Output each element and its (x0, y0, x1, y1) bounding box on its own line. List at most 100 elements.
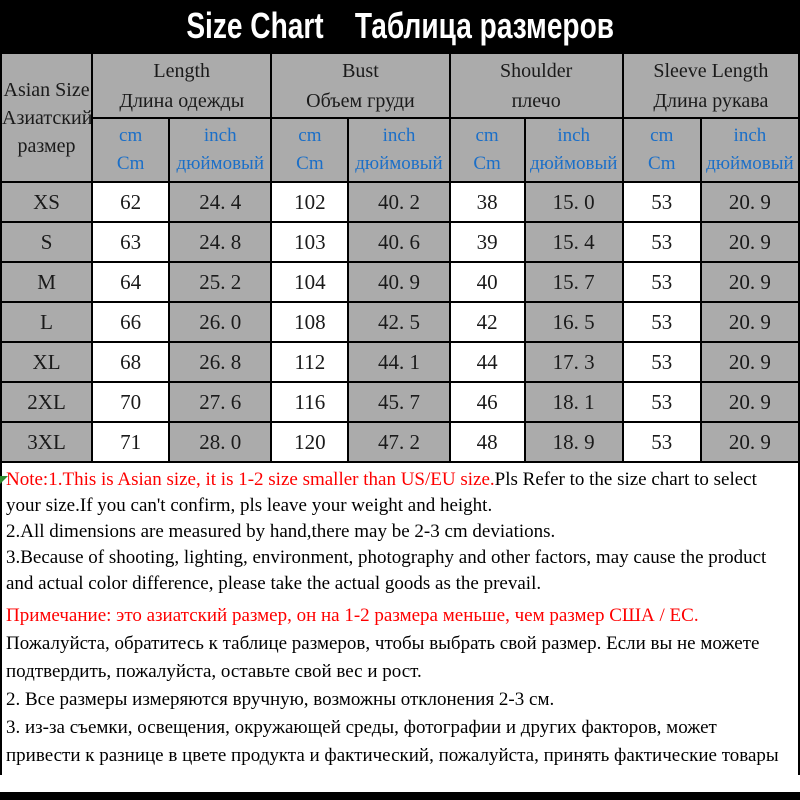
page-title: Size Chart Таблица размеров (186, 5, 614, 46)
note-black-text: 3.Because of shooting, lighting, environ… (6, 547, 767, 594)
note-black-text: Pls Refer to the size chart to select yo… (6, 469, 757, 516)
value-cell: 40. 2 (347, 181, 451, 223)
label-cm-ru: Cm (473, 153, 501, 174)
label-cm: cm (298, 124, 322, 146)
value-cell: 47. 2 (347, 421, 451, 463)
value-cell: 53 (621, 181, 702, 223)
value-cell: 42 (448, 301, 526, 343)
label-inch-ru: дюймовый (529, 153, 618, 174)
value-cell: 103 (270, 221, 350, 263)
label-inch-ru: дюймовый (355, 153, 443, 174)
table-row: L 66 26. 0 108 42. 5 42 16. 5 53 20. 9 (0, 301, 800, 343)
label-ru: Длина рукава (653, 89, 769, 112)
label-en: Length (153, 59, 211, 82)
bottom-bar (0, 792, 800, 800)
group-header-row: Asian Size Азиатский размер Length Длина… (0, 52, 800, 183)
note-line-en-2: 2.All dimensions are measured by hand,th… (6, 519, 792, 545)
unit-header-cm: cm Cm (448, 117, 526, 183)
value-cell: 25. 2 (168, 261, 273, 303)
value-cell: 27. 6 (168, 381, 273, 423)
value-cell: 40. 6 (347, 221, 451, 263)
table-row: XS 62 24. 4 102 40. 2 38 15. 0 53 20. 9 (0, 181, 800, 223)
value-cell: 18. 1 (523, 381, 624, 423)
label-inch: inch (733, 124, 767, 146)
value-cell: 104 (270, 261, 350, 303)
value-cell: 53 (621, 341, 702, 383)
note-line-ru-2: 2. Все размеры измеряются вручную, возмо… (6, 686, 792, 714)
label-inch: inch (382, 124, 416, 146)
value-cell: 26. 0 (168, 301, 273, 343)
unit-header-cm: cm Cm (621, 117, 702, 183)
table-row: S 63 24. 8 103 40. 6 39 15. 4 53 20. 9 (0, 221, 800, 263)
value-cell: 44. 1 (347, 341, 451, 383)
column-header-length: Length Длина одежды (91, 52, 273, 119)
size-cell: L (0, 301, 94, 343)
value-cell: 64 (91, 261, 171, 303)
value-cell: 48 (448, 421, 526, 463)
value-cell: 53 (621, 421, 702, 463)
value-cell: 45. 7 (347, 381, 451, 423)
unit-header-cm: cm Cm (91, 117, 171, 183)
value-cell: 53 (621, 261, 702, 303)
label-en: Asian Size (3, 78, 90, 101)
note-black-text: 3. из-за съемки, освещения, окружающей с… (6, 717, 779, 775)
value-cell: 28. 0 (168, 421, 273, 463)
table-row: M 64 25. 2 104 40. 9 40 15. 7 53 20. 9 (0, 261, 800, 303)
value-cell: 20. 9 (699, 341, 800, 383)
label-ru: Длина одежды (119, 89, 245, 112)
note-line-en-1: Note:1.This is Asian size, it is 1-2 siz… (6, 467, 792, 519)
unit-header-inch: inch дюймовый (699, 117, 800, 183)
label-inch: inch (557, 124, 591, 146)
label-ru: Азиатский размер (2, 106, 93, 157)
value-cell: 17. 3 (523, 341, 624, 383)
title-bar: Size Chart Таблица размеров (0, 0, 800, 52)
value-cell: 40 (448, 261, 526, 303)
value-cell: 24. 4 (168, 181, 273, 223)
value-cell: 53 (621, 301, 702, 343)
value-cell: 44 (448, 341, 526, 383)
size-cell: M (0, 261, 94, 303)
value-cell: 20. 9 (699, 381, 800, 423)
column-header-sleeve-length: Sleeve Length Длина рукава (621, 52, 800, 119)
value-cell: 66 (91, 301, 171, 343)
value-cell: 26. 8 (168, 341, 273, 383)
size-cell: XL (0, 341, 94, 383)
table-row: 2XL 70 27. 6 116 45. 7 46 18. 1 53 20. 9 (0, 381, 800, 423)
unit-header-inch: inch дюймовый (168, 117, 273, 183)
table-row: 3XL 71 28. 0 120 47. 2 48 18. 9 53 20. 9 (0, 421, 800, 463)
label-inch: inch (203, 124, 237, 146)
green-corner-marker (0, 476, 8, 484)
value-cell: 24. 8 (168, 221, 273, 263)
value-cell: 53 (621, 221, 702, 263)
value-cell: 62 (91, 181, 171, 223)
value-cell: 15. 0 (523, 181, 624, 223)
value-cell: 63 (91, 221, 171, 263)
value-cell: 108 (270, 301, 350, 343)
value-cell: 112 (270, 341, 350, 383)
value-cell: 20. 9 (699, 261, 800, 303)
value-cell: 18. 9 (523, 421, 624, 463)
label-cm: cm (475, 124, 499, 146)
label-inch-ru: дюймовый (176, 153, 264, 174)
size-cell: 3XL (0, 421, 94, 463)
value-cell: 39 (448, 221, 526, 263)
note-black-text: 2. Все размеры измеряются вручную, возмо… (6, 689, 555, 710)
value-cell: 116 (270, 381, 350, 423)
column-header-bust: Bust Объем груди (270, 52, 451, 119)
value-cell: 15. 7 (523, 261, 624, 303)
note-red-text: Примечание: это азиатский размер, он на … (6, 605, 699, 626)
column-header-shoulder: Shoulder плечо (448, 52, 624, 119)
value-cell: 46 (448, 381, 526, 423)
note-black-text: 2.All dimensions are measured by hand,th… (6, 521, 556, 542)
unit-header-inch: inch дюймовый (523, 117, 624, 183)
value-cell: 40. 9 (347, 261, 451, 303)
label-en: Sleeve Length (653, 59, 769, 82)
note-line-ru-1: Примечание: это азиатский размер, он на … (6, 602, 792, 686)
value-cell: 102 (270, 181, 350, 223)
value-cell: 120 (270, 421, 350, 463)
size-cell: 2XL (0, 381, 94, 423)
value-cell: 15. 4 (523, 221, 624, 263)
size-table: Asian Size Азиатский размер Length Длина… (0, 52, 800, 463)
note-black-text: Пожалуйста, обратитесь к таблице размеро… (6, 633, 760, 682)
